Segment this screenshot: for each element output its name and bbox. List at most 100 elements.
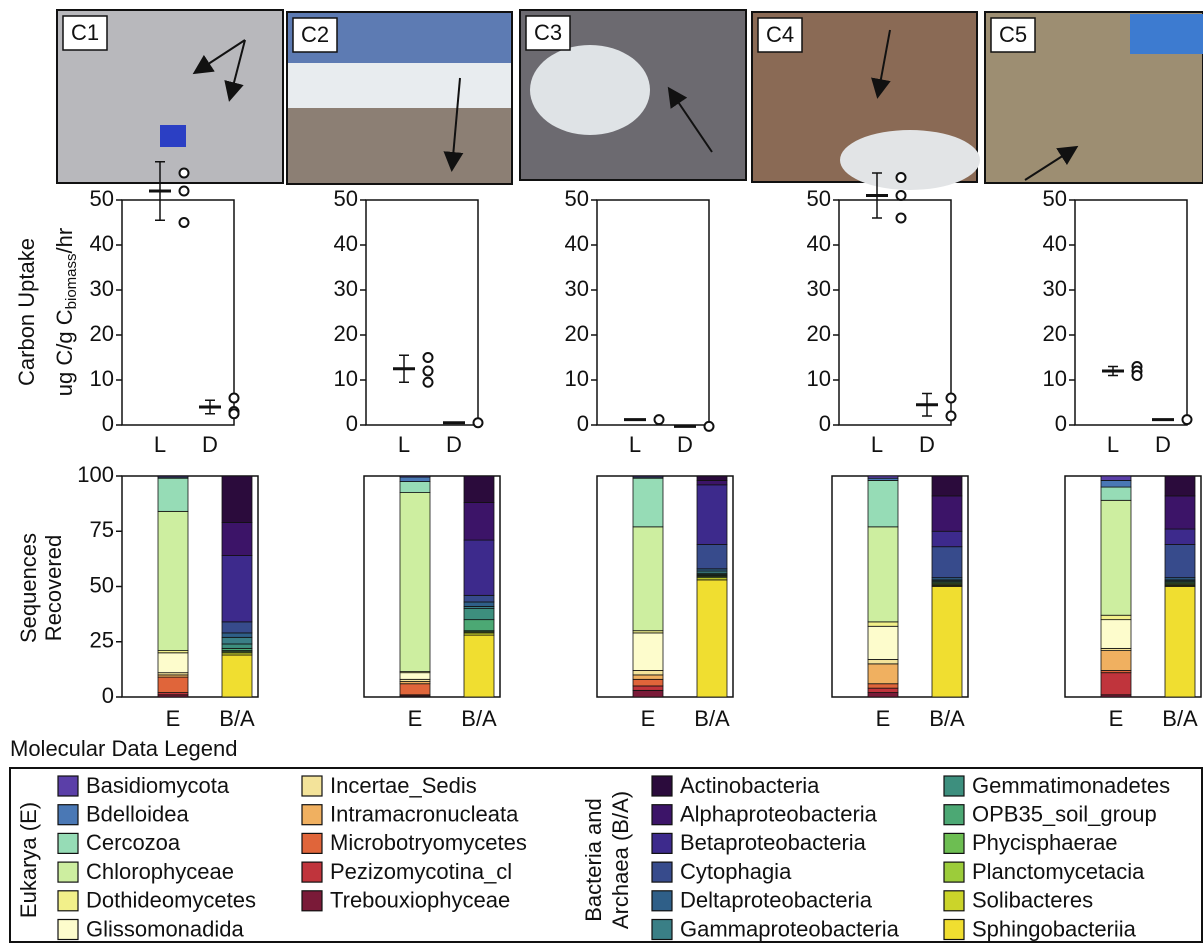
x-tick-label: B/A [929, 706, 965, 731]
bar-segment [633, 690, 663, 697]
bar-segment [932, 587, 962, 698]
y-tick-label: 50 [334, 186, 358, 211]
y-tick-label: 10 [807, 366, 831, 391]
bar-segment [1101, 620, 1131, 649]
bar-segment [464, 635, 494, 697]
legend-swatch [652, 920, 672, 940]
legend-label: Phycisphaerae [972, 830, 1118, 855]
y-tick-label: 30 [807, 276, 831, 301]
legend-swatch [652, 776, 672, 796]
legend-swatch [944, 833, 964, 853]
y-tick-label: 20 [1043, 321, 1067, 346]
bar-segment [932, 496, 962, 531]
photo-detail [1130, 14, 1203, 54]
bar-segment [222, 476, 252, 522]
photo-label: C3 [534, 20, 562, 45]
legend-label: Intramacronucleata [330, 802, 519, 827]
y-tick-label: 10 [334, 366, 358, 391]
photo-label: C1 [71, 20, 99, 45]
bar-segment [868, 684, 898, 688]
photo-label: C4 [766, 22, 794, 47]
legend-label: Dothideomycetes [86, 888, 256, 913]
legend-swatch [944, 920, 964, 940]
y-axis-label-part: ug C/g C [52, 309, 77, 396]
plot-frame [597, 200, 709, 425]
replicate-point [897, 214, 906, 223]
bar-segment [1101, 500, 1131, 615]
photo-detail [288, 63, 511, 108]
legend-label: Cercozoa [86, 830, 181, 855]
legend-swatch [652, 891, 672, 911]
bar-segment [697, 480, 727, 484]
legend-swatch [944, 776, 964, 796]
plot-frame [122, 200, 234, 425]
bar-segment [222, 644, 252, 648]
bar-segment [464, 602, 494, 606]
replicate-point [1183, 415, 1192, 424]
bar-segment [400, 476, 430, 477]
bar-segment [1165, 587, 1195, 698]
legend-swatch [58, 776, 78, 796]
replicate-point [474, 418, 483, 427]
bar-segment [633, 633, 663, 671]
legend-label: OPB35_soil_group [972, 802, 1157, 827]
y-tick-label: 0 [1055, 411, 1067, 436]
bar-segment [464, 595, 494, 602]
legend-label: Pezizomycotina_cl [330, 859, 512, 884]
bar-segment [464, 476, 494, 503]
bar-segment [1101, 615, 1131, 619]
bar-segment [697, 485, 727, 545]
y-tick-label: 40 [807, 231, 831, 256]
bar-segment [1165, 529, 1195, 544]
legend-swatch [652, 862, 672, 882]
replicate-point [230, 394, 239, 403]
x-tick-label: D [1155, 432, 1171, 457]
legend-label: Bdelloidea [86, 802, 190, 827]
x-tick-label: E [1109, 706, 1124, 731]
y-tick-label: 50 [1043, 186, 1067, 211]
x-tick-label: D [446, 432, 462, 457]
legend-swatch [652, 833, 672, 853]
legend-swatch [302, 776, 322, 796]
y-tick-label: 50 [807, 186, 831, 211]
x-tick-label: D [202, 432, 218, 457]
photo-detail [840, 130, 980, 190]
bar-segment [868, 622, 898, 626]
y-tick-label: 0 [577, 411, 589, 436]
x-tick-label: E [408, 706, 423, 731]
bar-segment [400, 482, 430, 493]
plot-frame [1075, 200, 1187, 425]
bar-segment [158, 653, 188, 673]
y-tick-label: 50 [90, 186, 114, 211]
legend-swatch [302, 805, 322, 825]
y-tick-label: 30 [565, 276, 589, 301]
bar-segment [932, 476, 962, 496]
y-tick-label: 75 [90, 517, 114, 542]
legend-group-label: Eukarya (E) [16, 802, 41, 918]
y-tick-label: 10 [565, 366, 589, 391]
y-tick-label: 0 [819, 411, 831, 436]
bar-segment [222, 633, 252, 637]
replicate-point [1133, 371, 1142, 380]
y-axis-label-part: /hr [52, 228, 77, 254]
x-tick-label: B/A [219, 706, 255, 731]
y-tick-label: 30 [334, 276, 358, 301]
x-tick-label: B/A [1162, 706, 1198, 731]
replicate-point [180, 218, 189, 227]
y-tick-label: 0 [102, 683, 114, 708]
y-axis-label: ug C/g Cbiomass/hr [52, 228, 80, 396]
x-tick-label: D [677, 432, 693, 457]
legend-swatch [652, 805, 672, 825]
legend-label: Basidiomycota [86, 773, 230, 798]
replicate-point [947, 394, 956, 403]
bar-segment [222, 522, 252, 555]
x-tick-label: L [1107, 432, 1119, 457]
bar-segment [868, 688, 898, 692]
photo-detail [160, 125, 186, 147]
y-tick-label: 20 [90, 321, 114, 346]
x-tick-label: B/A [694, 706, 730, 731]
legend-label: Planctomycetacia [972, 859, 1145, 884]
y-tick-label: 40 [334, 231, 358, 256]
legend-label: Cytophagia [680, 859, 792, 884]
replicate-point [705, 422, 714, 431]
